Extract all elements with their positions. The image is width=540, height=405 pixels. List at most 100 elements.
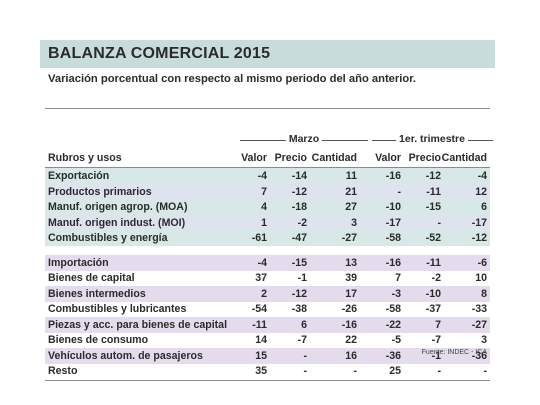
cell-cantidad-marzo: - [353,365,357,377]
title-bar: BALANZA COMERCIAL 2015 [40,40,495,68]
row-label: Manuf. origen indust. (MOI) [48,216,186,229]
source-note: Fuente: INDEC - ICA [421,349,487,356]
cell-precio-marzo: -15 [291,256,307,269]
cell-precio-marzo: -18 [291,201,307,213]
cell-valor-trimestre: -58 [385,232,401,244]
row-label: Productos primarios [48,185,152,198]
table-row: Combustibles y lubricantes -54 -38 -26 -58 -3… [45,301,490,317]
table-title: BALANZA COMERCIAL 2015 [48,45,271,62]
column-header-precio-marzo: Precio [274,152,307,164]
cell-precio-trimestre: -11 [426,185,441,198]
cell-cantidad-trimestre: 3 [481,334,487,346]
cell-valor-marzo: 15 [255,349,267,362]
cell-valor-trimestre: 25 [389,365,401,377]
table-row: Bienes de capital 37 -1 39 7 -2 10 [45,270,490,286]
cell-precio-trimestre: -2 [431,272,441,284]
cell-cantidad-marzo: 3 [351,216,357,229]
cell-cantidad-trimestre: 6 [481,201,487,213]
cell-cantidad-marzo: 11 [345,170,357,182]
cell-cantidad-trimestre: 8 [481,287,487,300]
column-header-cantidad-trimestre: Cantidad [441,152,487,164]
cell-precio-trimestre: 7 [435,318,441,331]
table-row: Bienes de consumo 14 -7 22 -5 -7 3 [45,332,490,348]
cell-cantidad-trimestre: -12 [471,232,487,244]
row-label: Piezas y acc. para bienes de capital [48,318,228,331]
table-bottom-rule [45,379,490,381]
cell-valor-trimestre: -16 [385,256,401,269]
table-row: Resto 35 - - 25 - - [45,363,490,379]
cell-precio-trimestre: -1 [431,349,441,362]
cell-cantidad-marzo: 22 [345,334,357,346]
cell-precio-marzo: - [303,349,307,362]
cell-valor-trimestre: -22 [385,318,401,331]
row-label: Vehículos autom. de pasajeros [48,349,203,362]
cell-valor-marzo: 7 [261,185,267,198]
cell-valor-trimestre: -3 [391,287,401,300]
row-label: Bienes de capital [48,272,135,284]
column-header-rubros: Rubros y usos [48,152,122,164]
cell-cantidad-marzo: 16 [345,349,357,362]
cell-cantidad-marzo: 27 [345,201,357,213]
cell-cantidad-marzo: -26 [341,303,357,315]
cell-precio-marzo: -12 [291,185,307,198]
cell-valor-marzo: 2 [261,287,267,300]
header-top-rule [45,108,490,109]
cell-cantidad-trimestre: 12 [475,185,487,198]
trade-balance-card: BALANZA COMERCIAL 2015 Variación porcent… [40,40,495,381]
cell-valor-trimestre: -10 [385,201,401,213]
row-label: Manuf. origen agrop. (MOA) [48,201,188,213]
cell-valor-marzo: -4 [257,170,267,182]
cell-valor-trimestre: -17 [385,216,401,229]
cell-valor-marzo: -54 [251,303,267,315]
cell-precio-trimestre: -15 [425,201,441,213]
header-bottom-rule [45,167,490,168]
cell-cantidad-marzo: 21 [345,185,357,198]
cell-valor-trimestre: - [397,185,401,198]
table-subtitle: Variación porcentual con respecto al mis… [48,73,417,85]
cell-cantidad-trimestre: -4 [477,170,487,182]
cell-precio-marzo: -47 [291,232,307,244]
cell-valor-marzo: 1 [261,216,267,229]
column-header-cantidad-marzo: Cantidad [311,152,357,164]
row-label: Bienes intermedios [48,287,146,300]
cell-precio-marzo: -14 [291,170,307,182]
column-header-valor-marzo: Valor [241,152,267,164]
cell-cantidad-marzo: 17 [345,287,357,300]
cell-valor-trimestre: -16 [385,170,401,182]
cell-cantidad-trimestre: -33 [471,303,487,315]
cell-valor-trimestre: 7 [395,272,401,284]
cell-precio-trimestre: -12 [425,170,441,182]
table-row: Productos primarios 7 -12 21 - -11 12 [45,183,490,200]
table-row: Exportación -4 -14 11 -16 -12 -4 [45,168,490,184]
cell-cantidad-marzo: -27 [341,232,357,244]
row-label: Combustibles y energía [48,232,168,244]
table-row: Piezas y acc. para bienes de capital -11 6… [45,316,490,333]
table-row: Importación -4 -15 13 -16 -11 -6 [45,254,490,271]
cell-valor-marzo: -61 [251,232,267,244]
table-row: Combustibles y energía -61 -47 -27 -58 -52 -12 [45,230,490,246]
cell-precio-trimestre: - [437,365,441,377]
cell-valor-marzo: 37 [255,272,267,284]
cell-precio-trimestre: - [437,216,441,229]
cell-cantidad-trimestre: -36 [471,349,487,362]
cell-precio-trimestre: -52 [425,232,441,244]
cell-valor-marzo: 14 [255,334,267,346]
column-header-row: Rubros y usos Valor Precio Cantidad Valo… [45,150,490,166]
cell-precio-marzo: -7 [297,334,307,346]
cell-cantidad-trimestre: 10 [475,272,487,284]
table-row: Manuf. origen indust. (MOI) 1 -2 3 -17 - -17 [45,214,490,231]
cell-valor-marzo: 35 [255,365,267,377]
cell-cantidad-marzo: 39 [345,272,357,284]
group-label-marzo: Marzo [285,133,323,145]
cell-precio-marzo: -1 [297,272,307,284]
cell-precio-marzo: -12 [291,287,307,300]
cell-precio-marzo: -2 [297,216,307,229]
cell-precio-marzo: 6 [301,318,307,331]
cell-valor-trimestre: -36 [385,349,401,362]
row-label: Resto [48,365,78,377]
table-row: Bienes intermedios 2 -12 17 -3 -10 8 [45,285,490,302]
cell-valor-trimestre: -5 [391,334,401,346]
cell-cantidad-trimestre: - [483,365,487,377]
column-header-precio-trimestre: Precio [408,152,441,164]
cell-precio-trimestre: -11 [426,256,441,269]
